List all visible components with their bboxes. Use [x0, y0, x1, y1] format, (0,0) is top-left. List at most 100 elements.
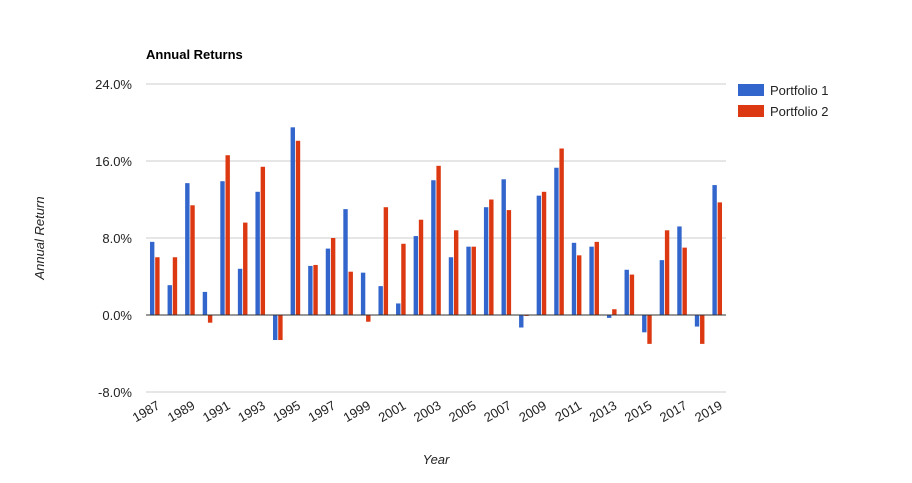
- bar-portfolio-2-1990: [207, 315, 213, 323]
- bar-portfolio-1-2010: [554, 167, 559, 315]
- bar-portfolio-2-1997: [330, 238, 336, 315]
- gridlines: [146, 83, 726, 393]
- bar-portfolio-1-2009: [536, 195, 542, 315]
- bar-portfolio-1-2013: [606, 315, 612, 318]
- bar-portfolio-2-1991: [225, 155, 230, 315]
- x-tick-label: 1991: [200, 398, 233, 425]
- bar-portfolio-2-1989: [190, 205, 195, 315]
- bar-portfolio-2-1995: [295, 140, 301, 315]
- bar-portfolio-1-2000: [378, 286, 383, 315]
- bar-portfolio-1-2006: [483, 207, 489, 315]
- bar-portfolio-2-2010: [559, 148, 564, 315]
- bar-portfolio-1-1989: [185, 183, 190, 315]
- chart-title: Annual Returns: [146, 47, 243, 62]
- bar-portfolio-1-2017: [677, 226, 682, 315]
- legend-label: Portfolio 1: [770, 83, 829, 98]
- y-tick-label: 24.0%: [95, 77, 132, 92]
- bar-portfolio-1-1999: [360, 272, 366, 315]
- bar-portfolio-2-1992: [243, 222, 248, 315]
- bar-portfolio-1-2019: [712, 185, 717, 315]
- bar-portfolio-2-1998: [348, 271, 353, 315]
- y-tick-label: 8.0%: [102, 231, 132, 246]
- x-tick-label: 1999: [341, 398, 374, 425]
- bar-portfolio-1-1997: [325, 248, 331, 315]
- bar-portfolio-1-1995: [290, 127, 295, 315]
- bars: [149, 127, 723, 344]
- y-axis-ticks: 24.0% 16.0% 8.0% 0.0% -8.0%: [95, 77, 132, 400]
- bar-portfolio-2-2000: [383, 207, 389, 315]
- bar-portfolio-2-2015: [647, 315, 652, 344]
- bar-portfolio-1-2008: [519, 315, 524, 328]
- bar-portfolio-1-2007: [501, 179, 506, 315]
- bar-portfolio-2-1993: [260, 166, 266, 315]
- y-tick-label: 0.0%: [102, 308, 132, 323]
- bar-portfolio-2-2019: [717, 202, 723, 315]
- x-tick-label: 2017: [657, 398, 690, 425]
- bar-portfolio-2-1994: [278, 315, 283, 341]
- bar-portfolio-1-2016: [659, 260, 665, 315]
- bar-portfolio-2-2002: [418, 219, 424, 315]
- bar-portfolio-1-2003: [431, 180, 436, 315]
- bar-portfolio-1-1994: [273, 315, 278, 341]
- x-tick-label: 2011: [552, 398, 584, 425]
- x-tick-label: 1997: [305, 398, 338, 425]
- bar-portfolio-1-2004: [448, 257, 454, 315]
- bar-portfolio-2-1987: [155, 257, 160, 315]
- y-tick-label: -8.0%: [98, 385, 132, 400]
- bar-portfolio-1-1991: [220, 181, 225, 315]
- bar-portfolio-2-2003: [436, 165, 441, 315]
- x-tick-label: 2005: [446, 398, 479, 425]
- bar-portfolio-1-2012: [589, 246, 594, 315]
- bar-portfolio-2-2001: [401, 243, 406, 315]
- bar-portfolio-1-1987: [149, 241, 155, 315]
- x-tick-label: 2013: [587, 398, 620, 425]
- bar-portfolio-1-2018: [694, 315, 700, 327]
- legend: Portfolio 1 Portfolio 2: [738, 83, 829, 119]
- bar-portfolio-1-1988: [167, 285, 172, 315]
- bar-portfolio-2-2012: [594, 241, 599, 315]
- legend-swatch: [738, 84, 764, 96]
- x-tick-label: 2009: [516, 398, 549, 425]
- bar-portfolio-2-2005: [471, 246, 476, 315]
- bar-portfolio-2-2007: [506, 210, 512, 315]
- y-axis-label: Annual Return: [32, 196, 47, 280]
- bar-portfolio-1-1996: [308, 265, 313, 315]
- x-tick-label: 1987: [130, 398, 163, 425]
- bar-portfolio-2-2009: [541, 191, 547, 315]
- bar-portfolio-1-2002: [413, 236, 419, 315]
- bar-portfolio-1-2011: [571, 242, 577, 315]
- x-tick-label: 2015: [622, 398, 655, 425]
- bar-portfolio-2-2016: [664, 230, 670, 315]
- legend-swatch: [738, 105, 764, 117]
- bar-portfolio-2-1999: [366, 315, 371, 322]
- bar-portfolio-2-2011: [577, 255, 582, 315]
- bar-portfolio-1-2015: [642, 315, 647, 333]
- y-tick-label: 16.0%: [95, 154, 132, 169]
- bar-portfolio-1-2014: [624, 269, 629, 315]
- x-tick-label: 1995: [270, 398, 303, 425]
- x-tick-label: 2001: [376, 398, 409, 425]
- x-tick-label: 2019: [692, 398, 725, 425]
- bar-portfolio-2-2018: [700, 315, 705, 344]
- x-tick-label: 1993: [235, 398, 268, 425]
- bar-portfolio-1-2005: [466, 246, 471, 315]
- bar-portfolio-2-1988: [172, 257, 178, 315]
- bar-portfolio-1-1990: [202, 291, 208, 315]
- bar-portfolio-1-1998: [343, 209, 348, 315]
- x-tick-label: 2003: [411, 398, 444, 425]
- bar-portfolio-2-1996: [313, 264, 318, 315]
- bar-portfolio-2-2013: [612, 309, 617, 315]
- bar-portfolio-2-2006: [489, 199, 494, 315]
- bar-portfolio-2-2017: [682, 247, 687, 315]
- x-tick-label: 2007: [481, 398, 514, 425]
- bar-portfolio-2-2004: [453, 230, 459, 315]
- x-axis-label: Year: [423, 452, 450, 467]
- bar-portfolio-2-2014: [629, 274, 635, 315]
- x-axis-ticks: 1987 1989 1991 1993 1995 1997 1999 2001 2003 2005…: [130, 398, 725, 425]
- bar-portfolio-1-1993: [255, 191, 260, 315]
- x-tick-label: 1989: [165, 398, 198, 425]
- legend-label: Portfolio 2: [770, 104, 829, 119]
- bar-portfolio-1-2001: [396, 303, 401, 315]
- bar-portfolio-1-1992: [237, 268, 243, 315]
